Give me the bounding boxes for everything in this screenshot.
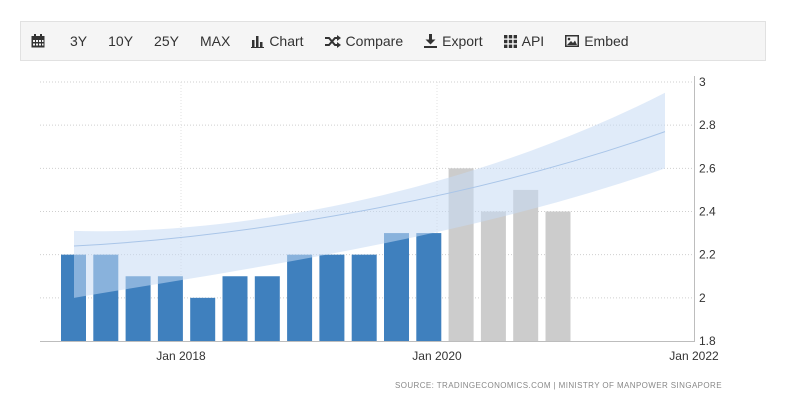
range-10y-label: 10Y [108,33,134,49]
shuffle-icon [324,34,341,48]
chart-bars [61,168,571,341]
bar[interactable] [157,276,183,341]
bar[interactable] [222,276,248,341]
calendar-button[interactable] [31,34,50,48]
api-button[interactable]: API [503,33,545,49]
forecast-line [73,131,666,247]
api-label: API [521,33,545,49]
y-tick-label: 2.4 [699,205,716,219]
y-tick-label: 1.8 [699,334,716,348]
bar[interactable] [351,254,377,341]
x-tick-label: Jan 2022 [669,349,719,363]
bar[interactable] [190,297,216,341]
download-icon [424,34,438,48]
range-10y-button[interactable]: 10Y [108,33,133,49]
range-max-button[interactable]: MAX [200,33,230,49]
embed-button[interactable]: Embed [565,33,629,49]
range-max-label: MAX [199,33,231,49]
bar[interactable] [480,211,506,342]
bar[interactable] [545,211,571,342]
forecast-band-group [73,92,666,298]
bar[interactable] [287,254,313,341]
bar[interactable] [319,254,345,341]
export-label: Export [442,33,483,49]
y-tick-label: 2.8 [699,118,716,132]
y-tick-label: 3 [699,75,706,89]
compare-label: Compare [345,33,404,49]
range-25y-label: 25Y [154,33,179,49]
export-button[interactable]: Export [424,33,483,49]
x-tick-label: Jan 2018 [156,349,206,363]
y-tick-label: 2.6 [699,161,716,175]
calendar-icon [31,34,45,48]
range-25y-button[interactable]: 25Y [154,33,179,49]
chart-toolbar: 3Y 10Y 25Y MAX Chart Compare Export [20,21,766,61]
bar[interactable] [384,233,409,341]
grid-icon [503,34,517,48]
chart-button[interactable]: Chart [251,33,304,49]
x-tick-label: Jan 2020 [412,349,462,363]
bar[interactable] [254,276,280,341]
chart-label: Chart [269,33,304,49]
bar-chart-icon [251,35,265,48]
range-3y-label: 3Y [70,33,88,49]
range-3y-button[interactable]: 3Y [70,33,87,49]
y-tick-label: 2.2 [699,248,716,262]
compare-button[interactable]: Compare [324,33,404,49]
chart-labels: 1.8 2 2.2 2.4 2.6 2.8 3 Jan 2018 Jan 2020 Jan 202… [156,75,719,363]
bar[interactable] [513,189,539,341]
bar[interactable] [416,233,442,341]
embed-label: Embed [584,33,629,49]
source-note: SOURCE: TRADINGECONOMICS.COM | MINISTRY … [395,381,722,390]
forecast-band [74,92,665,298]
y-tick-label: 2 [699,291,706,305]
image-icon [565,35,580,47]
